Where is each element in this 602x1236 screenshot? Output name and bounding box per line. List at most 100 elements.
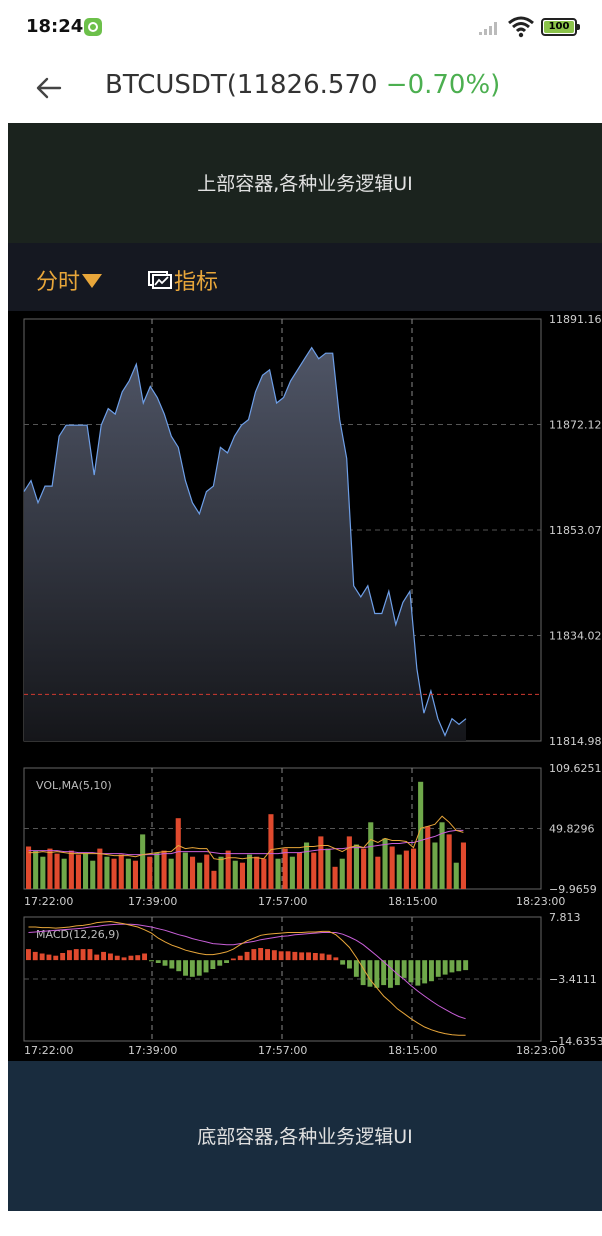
volume-bar bbox=[132, 860, 138, 889]
macd-hist-bar bbox=[94, 954, 100, 961]
title-bar: BTCUSDT(11826.570 −0.70%) bbox=[0, 56, 602, 122]
macd-hist-bar bbox=[415, 960, 421, 986]
macd-x-tick: 18:23:00 bbox=[516, 1044, 565, 1057]
macd-y-tick: −3.4111 bbox=[549, 973, 597, 986]
volume-y-tick: −9.9659 bbox=[549, 883, 597, 896]
volume-bar bbox=[339, 858, 345, 889]
macd-hist-bar bbox=[189, 960, 195, 977]
macd-hist-bar bbox=[463, 960, 469, 971]
macd-hist-bar bbox=[333, 957, 339, 961]
volume-x-tick: 18:23:00 bbox=[516, 895, 565, 908]
macd-hist-bar bbox=[326, 954, 332, 961]
volume-bar bbox=[26, 846, 32, 889]
macd-hist-bar bbox=[408, 960, 414, 983]
macd-hist-bar bbox=[183, 960, 188, 976]
volume-bar bbox=[47, 848, 53, 889]
macd-hist-bar bbox=[135, 955, 141, 961]
macd-hist-bar bbox=[162, 960, 168, 966]
macd-hist-bar bbox=[149, 960, 154, 962]
macd-hist-bar bbox=[347, 960, 352, 969]
volume-bar bbox=[54, 853, 60, 889]
tab-zhibiao[interactable]: 指标 bbox=[148, 264, 218, 296]
macd-hist-bar bbox=[265, 949, 270, 961]
macd-hist-bar bbox=[422, 960, 428, 984]
tab-fenshi[interactable]: 分时 bbox=[36, 264, 103, 296]
volume-bar bbox=[389, 846, 395, 889]
page-title: BTCUSDT(11826.570 −0.70%) bbox=[105, 70, 500, 100]
volume-bar bbox=[368, 822, 374, 889]
price-y-tick: 11814.981 bbox=[549, 735, 602, 748]
macd-hist-bar bbox=[210, 960, 216, 969]
price-area bbox=[24, 347, 466, 741]
macd-hist-bar bbox=[244, 951, 250, 961]
macd-hist-bar bbox=[32, 951, 38, 961]
volume-bar bbox=[83, 852, 89, 889]
volume-bar bbox=[425, 826, 431, 889]
macd-hist-bar bbox=[217, 960, 223, 966]
price-change: −0.70%) bbox=[377, 70, 501, 100]
macd-hist-bar bbox=[203, 960, 209, 973]
volume-bar bbox=[168, 858, 174, 889]
macd-hist-bar bbox=[292, 951, 298, 961]
wifi-icon bbox=[508, 16, 534, 38]
volume-bar bbox=[325, 848, 331, 889]
volume-bar bbox=[104, 856, 110, 889]
macd-hist-bar bbox=[456, 960, 462, 972]
top-container-text: 上部容器,各种业务逻辑UI bbox=[197, 173, 413, 195]
macd-hist-bar bbox=[442, 960, 448, 975]
macd-hist-bar bbox=[271, 950, 277, 961]
indicator-icon bbox=[148, 271, 172, 289]
volume-bar bbox=[204, 854, 210, 889]
macd-x-tick: 17:57:00 bbox=[258, 1044, 307, 1057]
volume-bar bbox=[140, 834, 146, 889]
macd-x-tick: 17:22:00 bbox=[24, 1044, 73, 1057]
macd-y-tick: 7.813 bbox=[549, 911, 581, 924]
volume-x-tick: 17:39:00 bbox=[128, 895, 177, 908]
macd-hist-bar bbox=[67, 950, 72, 961]
price-y-tick: 11853.075 bbox=[549, 524, 602, 537]
tab-zhibiao-label: 指标 bbox=[174, 270, 219, 295]
volume-bar bbox=[111, 858, 117, 889]
volume-bar bbox=[154, 852, 160, 889]
battery-level: 100 bbox=[544, 21, 574, 33]
macd-hist-bar bbox=[306, 952, 311, 961]
volume-y-tick: 49.8296 bbox=[549, 823, 595, 836]
top-container: 上部容器,各种业务逻辑UI bbox=[8, 123, 602, 243]
volume-bar bbox=[254, 856, 260, 889]
volume-legend: VOL,MA(5,10) bbox=[36, 779, 112, 792]
volume-bar bbox=[261, 858, 267, 889]
macd-hist-bar bbox=[155, 960, 161, 963]
volume-bar bbox=[118, 854, 124, 889]
price-y-tick: 11834.028 bbox=[549, 630, 602, 643]
volume-bar bbox=[332, 866, 338, 889]
volume-bar bbox=[33, 850, 39, 889]
volume-bar bbox=[403, 850, 409, 889]
volume-bar bbox=[460, 842, 466, 889]
volume-bar bbox=[232, 860, 238, 889]
macd-hist-bar bbox=[169, 960, 175, 969]
battery-icon: 100 bbox=[541, 18, 580, 36]
price-y-tick: 11891.168 bbox=[549, 313, 602, 326]
volume-bar bbox=[247, 854, 253, 889]
macd-hist-bar bbox=[258, 948, 264, 961]
volume-bar bbox=[161, 850, 167, 889]
volume-x-tick: 17:22:00 bbox=[24, 895, 73, 908]
macd-dea-line bbox=[28, 923, 466, 1020]
volume-bar bbox=[268, 814, 274, 889]
volume-bar bbox=[396, 854, 402, 889]
macd-hist-bar bbox=[39, 953, 45, 961]
macd-hist-bar bbox=[87, 949, 93, 961]
volume-bar bbox=[61, 858, 67, 889]
volume-bar bbox=[296, 852, 302, 889]
volume-bar bbox=[90, 860, 96, 889]
volume-bar bbox=[453, 862, 459, 889]
macd-hist-bar bbox=[360, 960, 366, 986]
kline-chart[interactable]: 11891.168 11872.122 11853.075 11834.028 1181… bbox=[8, 311, 602, 1061]
back-arrow-icon[interactable] bbox=[36, 75, 62, 101]
triangle-down-icon bbox=[82, 274, 103, 288]
macd-hist-bar bbox=[285, 951, 291, 961]
volume-bar bbox=[346, 836, 352, 889]
macd-hist-bar bbox=[312, 953, 318, 961]
macd-x-tick: 17:39:00 bbox=[128, 1044, 177, 1057]
volume-x-tick: 17:57:00 bbox=[258, 895, 307, 908]
